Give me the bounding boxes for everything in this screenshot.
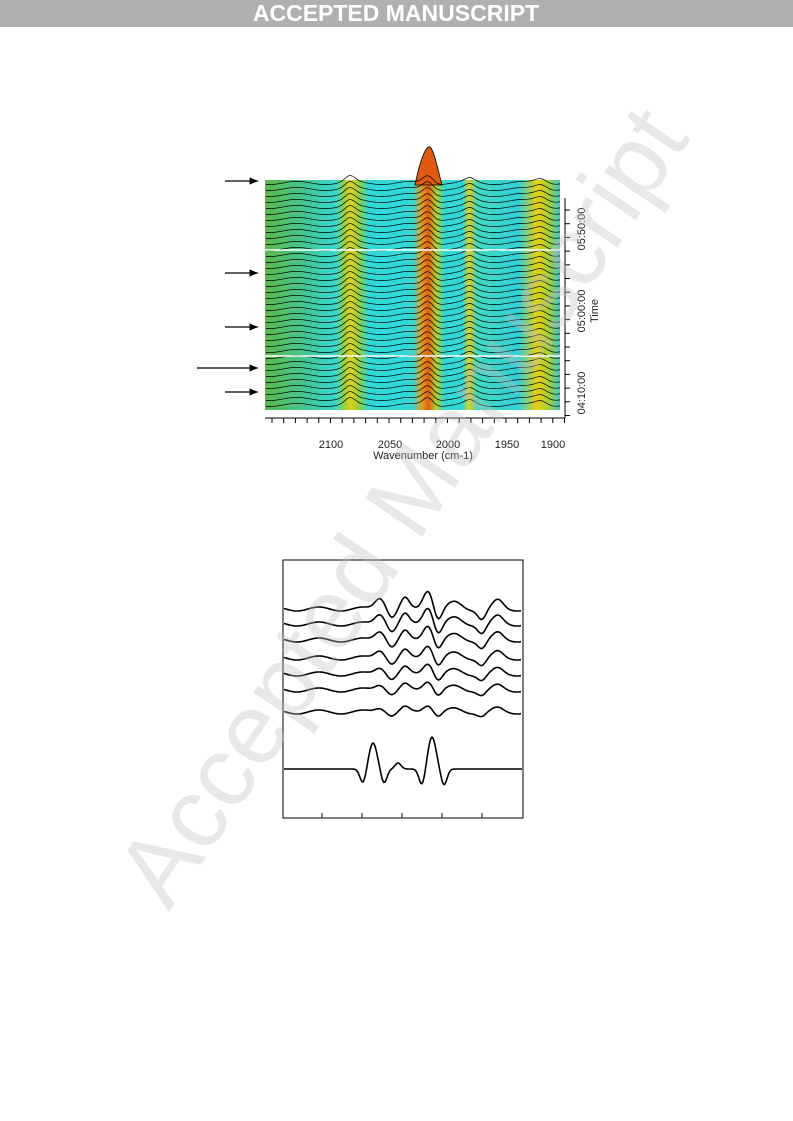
waterfall-line (265, 271, 561, 281)
banner-text: ACCEPTED MANUSCRIPT (253, 0, 539, 26)
waterfall-line (265, 181, 561, 191)
waterfall-line (265, 295, 561, 305)
waterfall-line (265, 289, 561, 299)
waterfall-line (265, 223, 561, 233)
waterfall-line (265, 265, 561, 275)
waterfall-line (265, 373, 561, 383)
waterfall-plot (265, 146, 561, 410)
spectrum-line (283, 663, 522, 682)
waterfall-line (265, 283, 561, 293)
y-tick-label: 05:00:00 (576, 290, 588, 333)
waterfall-line (265, 379, 561, 389)
waterfall-line (265, 331, 561, 341)
waterfall-line (265, 229, 561, 239)
waterfall-line (265, 205, 561, 215)
waterfall-line (265, 397, 561, 407)
waterfall-line (265, 259, 561, 269)
waterfall-line (265, 307, 561, 317)
arrows (197, 177, 258, 396)
waterfall-line (265, 361, 561, 371)
x-tick-label: 2000 (436, 439, 460, 451)
spectrum-line (283, 590, 522, 621)
x-axis-label: Wavenumber (cm-1) (373, 450, 473, 462)
waterfall-line (265, 325, 561, 335)
x-tick-label: 2050 (378, 439, 402, 451)
waterfall-line (265, 367, 561, 377)
spectrum-line (284, 735, 522, 786)
waterfall-line (265, 343, 561, 353)
waterfall-line (265, 211, 561, 221)
y-tick-label: 05:50:00 (576, 208, 588, 251)
banner (0, 0, 793, 27)
y-axis-label: Time (589, 299, 601, 323)
waterfall-line (265, 235, 561, 245)
x-tick-label: 1950 (495, 439, 519, 451)
waterfall-line (265, 217, 561, 227)
waterfall-line (265, 301, 561, 311)
waterfall-line (265, 187, 561, 197)
spectrum-line (283, 625, 522, 650)
spectrum-line (283, 705, 522, 718)
waterfall-line (265, 253, 561, 263)
waterfall-line (265, 391, 561, 401)
spectrum-line (283, 645, 522, 667)
waterfall-line (265, 313, 561, 323)
waterfall-line (265, 277, 561, 287)
x-tick-label: 2100 (319, 439, 343, 451)
spectrum-line (283, 607, 522, 635)
axis-ticks (271, 209, 570, 423)
y-tick-label: 04:10:00 (576, 372, 588, 415)
waterfall-line (265, 355, 561, 365)
waterfall-line (265, 319, 561, 329)
spectra-frame (282, 559, 524, 819)
x-tick-label: 1900 (541, 439, 565, 451)
waterfall-line (265, 247, 561, 257)
spectra-plot (283, 590, 522, 818)
waterfall-line (265, 193, 561, 203)
waterfall-line (265, 385, 561, 395)
spectrum-line (283, 681, 522, 697)
waterfall-line (265, 175, 561, 185)
waterfall-line (265, 337, 561, 347)
waterfall-line (265, 199, 561, 209)
peak-ridge (414, 146, 443, 186)
